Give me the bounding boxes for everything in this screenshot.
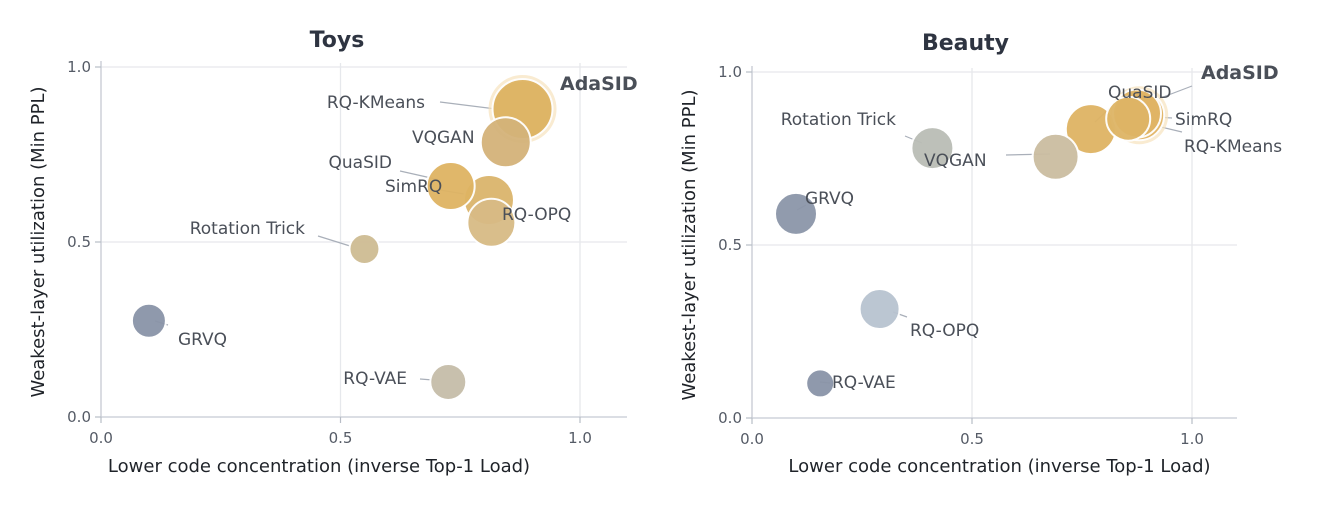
point-label-simrq: SimRQ [385,177,442,197]
point-label-rotation-trick: Rotation Trick [190,219,305,239]
chart-title: Beauty [922,31,1009,56]
point-label-rq-vae: RQ-VAE [832,373,896,393]
point-label-quasid: QuaSID [1108,83,1171,103]
point-label-simrq: SimRQ [1175,110,1232,130]
y-tick-label: 0.5 [67,233,91,251]
y-tick-label: 0.0 [718,409,742,427]
x-tick-label: 0.5 [329,429,353,447]
point-vqgan [479,116,532,169]
y-tick-label: 1.0 [718,63,742,81]
y-tick-label: 0.0 [67,408,91,426]
y-axis-label: Weakest-layer utilization (Min PPL) [679,89,700,400]
point-rq-opq [858,288,901,331]
point-grvq [130,302,167,339]
point-label-quasid: QuaSID [329,153,392,173]
point-label-rotation-trick: Rotation Trick [781,110,896,130]
x-tick-label: 0.5 [960,430,984,448]
point-label-rq-kmeans: RQ-KMeans [327,93,425,113]
point-label-grvq: GRVQ [178,330,227,350]
point-label-adasid: AdaSID [1201,62,1279,84]
point-rotation-trick [910,126,955,171]
point-rq-vae [429,363,468,401]
point-label-rq-opq: RQ-OPQ [910,321,979,341]
point-vqgan [1031,132,1080,181]
x-tick-label: 1.0 [1180,430,1204,448]
y-tick-label: 0.5 [718,236,742,254]
point-label-grvq: GRVQ [805,189,854,209]
point-label-rq-opq: RQ-OPQ [502,205,571,225]
leader-line [317,235,351,247]
chart-title: Toys [310,28,365,53]
point-rq-kmeans [1105,95,1152,142]
point-simrq [425,161,476,211]
chart-beauty: 0.0 0.5 1.0 0.0 0.5 1.0 Beauty Lower code conce… [679,31,1282,477]
point-label-rq-vae: RQ-VAE [343,369,407,389]
y-axis-label: Weakest-layer utilization (Min PPL) [28,86,49,397]
point-rq-vae [805,368,836,399]
y-tick-label: 1.0 [67,58,91,76]
x-axis-label: Lower code concentration (inverse Top-1 … [108,456,530,477]
point-rotation-trick [348,233,381,265]
chart-toys: 0.0 0.5 1.0 0.0 0.5 1.0 Toys Lower code concent… [28,28,638,477]
x-tick-label: 1.0 [568,429,592,447]
point-rq-opq [466,197,517,248]
point-label-vqgan: VQGAN [924,151,987,171]
x-tick-label: 0.0 [740,430,764,448]
point-grvq [774,191,818,236]
x-axis-label: Lower code concentration (inverse Top-1 … [788,456,1210,477]
point-label-rq-kmeans: RQ-KMeans [1184,137,1282,157]
point-label-vqgan: VQGAN [412,128,475,148]
point-label-adasid: AdaSID [560,73,638,95]
x-tick-label: 0.0 [89,429,113,447]
